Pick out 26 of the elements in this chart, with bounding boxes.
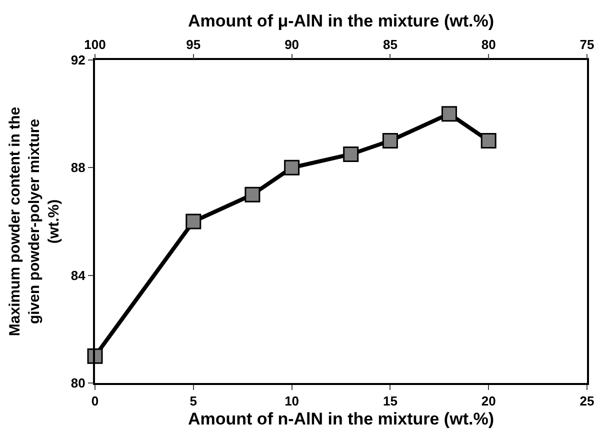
point	[186, 214, 202, 230]
x2-tick-label: 85	[382, 36, 398, 52]
x-tick-label: 20	[481, 394, 496, 409]
x2-tick-label: 75	[580, 36, 594, 52]
y-tick-label: 84	[70, 268, 86, 283]
x-tick-label: 15	[382, 394, 398, 409]
x2-tick-label: 95	[186, 36, 201, 52]
x2-tick-label: 100	[84, 36, 106, 52]
point	[244, 186, 260, 202]
x-tick-label: 5	[190, 394, 198, 409]
x-axis-title: Amount of n-AlN in the mixture (wt.%)	[188, 410, 494, 428]
x-tick-label: 10	[284, 394, 300, 409]
x2-tick-label: 90	[284, 36, 300, 52]
point	[382, 133, 398, 148]
x2-tick-label: 80	[481, 36, 496, 52]
x-tick-label: 25	[580, 394, 594, 409]
point	[284, 160, 300, 176]
point	[480, 133, 496, 148]
y-tick-label: 92	[70, 52, 86, 68]
y-tick-label: 80	[70, 376, 86, 391]
point	[441, 106, 457, 122]
x-tick-label: 0	[91, 394, 99, 409]
x2-axis-title: Amount of μ-AlN in the mixture (wt.%)	[188, 11, 494, 30]
y-tick-label: 88	[70, 160, 86, 176]
y-axis-title: Maximum powder content in the given powder-polyer mixture (wt.%)	[6, 106, 63, 336]
point	[343, 146, 359, 162]
